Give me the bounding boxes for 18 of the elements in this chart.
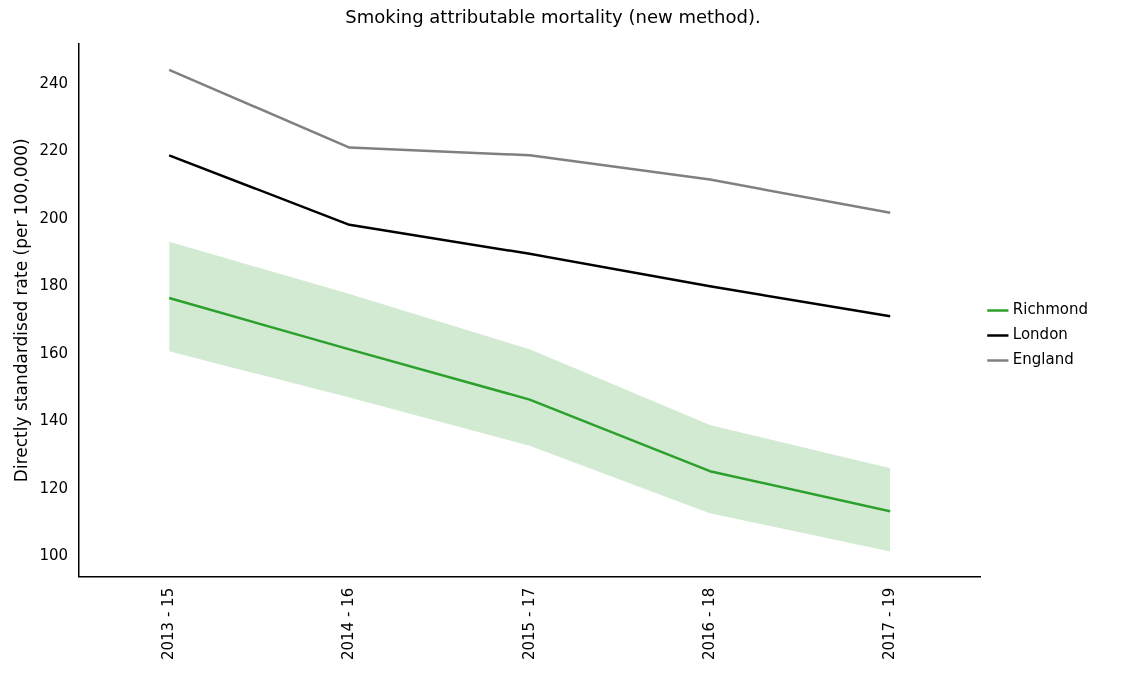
- x-tick-label: 2013 - 15: [159, 587, 178, 661]
- chart-title: Smoking attributable mortality (new method).: [345, 6, 761, 28]
- x-tick-label: 2017 - 19: [880, 587, 899, 661]
- y-tick-label: 100: [39, 546, 69, 565]
- y-tick-label: 140: [39, 411, 69, 430]
- y-tick-label: 180: [39, 276, 69, 295]
- y-axis-title: Directly standardised rate (per 100,000): [10, 138, 31, 483]
- y-tick-label: 220: [39, 141, 69, 160]
- y-tick-label: 200: [39, 208, 69, 227]
- legend-label: England: [1012, 350, 1074, 369]
- x-tick-label: 2016 - 18: [699, 587, 718, 661]
- y-tick-label: 120: [39, 478, 69, 497]
- legend-label: London: [1012, 325, 1068, 344]
- legend-label: Richmond: [1012, 300, 1089, 319]
- y-tick-label: 160: [39, 343, 69, 362]
- x-tick-label: 2014 - 16: [339, 587, 358, 661]
- x-tick-label: 2015 - 17: [519, 587, 538, 661]
- y-tick-label: 240: [39, 73, 69, 92]
